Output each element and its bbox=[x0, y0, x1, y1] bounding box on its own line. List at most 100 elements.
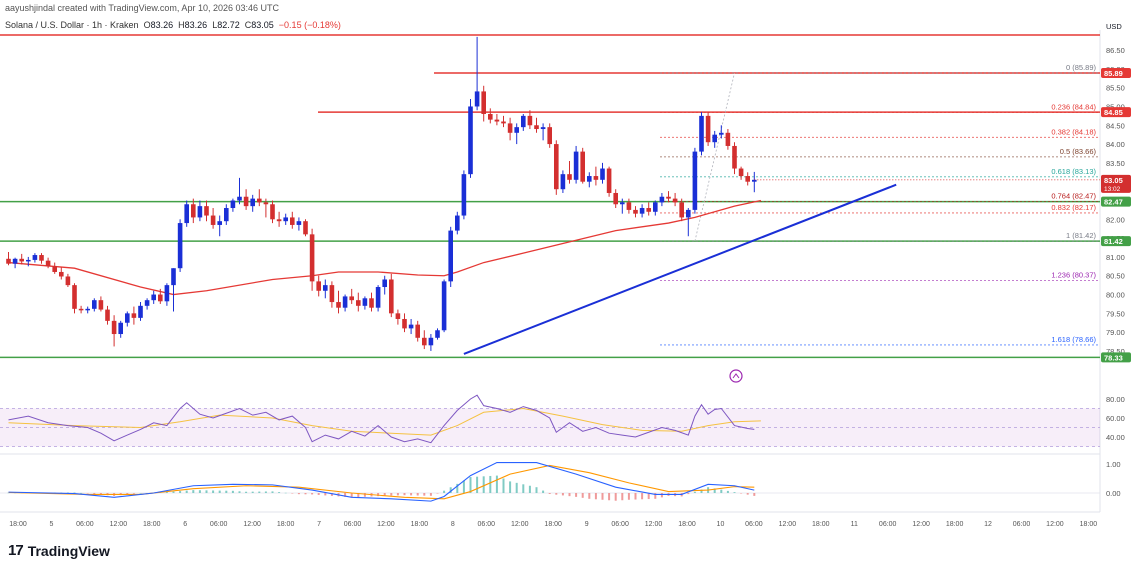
y-tick-label: 81.00 bbox=[1106, 253, 1125, 262]
macd-histogram-bar bbox=[225, 490, 228, 493]
candle-body bbox=[125, 313, 130, 323]
x-tick-label: 6 bbox=[183, 521, 187, 528]
macd-histogram-bar bbox=[627, 493, 630, 500]
macd-histogram-bar bbox=[588, 493, 591, 499]
macd-histogram-bar bbox=[284, 492, 287, 494]
candle-body bbox=[356, 300, 361, 306]
candle-body bbox=[151, 294, 156, 301]
fib-level-label: 0.382 (84.18) bbox=[1051, 127, 1096, 136]
candle-body bbox=[626, 202, 632, 210]
x-tick-label: 06:00 bbox=[1013, 521, 1031, 528]
candle-body bbox=[725, 132, 731, 146]
candle-body bbox=[514, 127, 519, 133]
current-price-label: 83.05 bbox=[1104, 176, 1123, 185]
x-tick-label: 06:00 bbox=[879, 521, 897, 528]
candle-body bbox=[85, 308, 90, 311]
fib-level-label: 1.236 (80.37) bbox=[1051, 271, 1096, 280]
fib-level-label: 0.618 (83.13) bbox=[1051, 167, 1096, 176]
candle-body bbox=[72, 285, 77, 309]
macd-histogram-bar bbox=[601, 493, 604, 500]
open-label: O bbox=[143, 20, 151, 30]
x-tick-label: 12:00 bbox=[110, 521, 128, 528]
macd-histogram-bar bbox=[614, 493, 617, 501]
x-tick-label: 12:00 bbox=[243, 521, 261, 528]
candle-body bbox=[554, 144, 559, 190]
candle-body bbox=[593, 176, 599, 180]
macd-histogram-bar bbox=[165, 492, 168, 493]
candle-body bbox=[705, 115, 711, 143]
candle-body bbox=[362, 298, 368, 306]
candle-body bbox=[164, 285, 170, 302]
candle-body bbox=[448, 230, 453, 282]
macd-histogram-bar bbox=[660, 493, 663, 498]
macd-histogram-bar bbox=[311, 493, 314, 495]
candle-body bbox=[26, 259, 31, 262]
macd-signal-line bbox=[8, 464, 755, 500]
macd-histogram-bar bbox=[740, 493, 743, 494]
tradingview-brand[interactable]: 17 TradingView bbox=[8, 542, 110, 559]
x-tick-label: 12:00 bbox=[1046, 521, 1064, 528]
candle-body bbox=[606, 168, 612, 193]
macd-histogram-bar bbox=[80, 492, 83, 494]
x-tick-label: 06:00 bbox=[611, 521, 629, 528]
symbol-legend: Solana / U.S. Dollar · 1h · Kraken O83.2… bbox=[5, 20, 341, 30]
candle-body bbox=[613, 192, 618, 205]
macd-histogram-bar bbox=[634, 493, 637, 500]
candle-body bbox=[296, 221, 302, 225]
fib-level-label: 1.618 (78.66) bbox=[1051, 335, 1096, 344]
macd-histogram-bar bbox=[139, 493, 142, 494]
x-tick-label: 06:00 bbox=[344, 521, 362, 528]
candle-body bbox=[474, 91, 480, 107]
candle-body bbox=[468, 106, 473, 175]
x-tick-label: 12:00 bbox=[645, 521, 663, 528]
macd-histogram-bar bbox=[476, 476, 479, 493]
candle-body bbox=[672, 198, 678, 203]
macd-histogram-bar bbox=[482, 476, 485, 493]
x-tick-label: 18:00 bbox=[1080, 521, 1098, 528]
candle-body bbox=[738, 168, 744, 177]
x-tick-label: 06:00 bbox=[478, 521, 496, 528]
macd-histogram-bar bbox=[436, 493, 439, 494]
x-tick-label: 5 bbox=[49, 521, 53, 528]
candle-body bbox=[435, 330, 440, 338]
candle-body bbox=[679, 202, 684, 218]
macd-histogram-bar bbox=[99, 493, 102, 495]
macd-histogram-bar bbox=[258, 491, 261, 493]
macd-histogram-bar bbox=[449, 487, 452, 493]
macd-histogram-bar bbox=[654, 493, 657, 499]
macd-histogram-bar bbox=[396, 493, 399, 496]
candle-body bbox=[422, 337, 427, 346]
high-value: 83.26 bbox=[184, 20, 208, 30]
y-tick-label: 84.00 bbox=[1106, 140, 1125, 149]
x-tick-label: 7 bbox=[317, 521, 321, 528]
macd-histogram-bar bbox=[423, 493, 426, 496]
candle-body bbox=[224, 208, 229, 222]
candle-body bbox=[19, 258, 24, 262]
x-tick-label: 18:00 bbox=[9, 521, 27, 528]
alert-icon bbox=[729, 369, 743, 383]
macd-histogram-bar bbox=[621, 493, 624, 501]
macd-histogram-bar bbox=[713, 488, 716, 493]
candle-body bbox=[408, 324, 414, 329]
y-tick-label: 82.00 bbox=[1106, 215, 1125, 224]
candle-body bbox=[560, 174, 566, 190]
level-price-label: 84.85 bbox=[1104, 108, 1123, 117]
x-tick-label: 9 bbox=[585, 521, 589, 528]
candle-body bbox=[633, 209, 638, 214]
bar-countdown-label: 13:02 bbox=[1104, 186, 1121, 193]
candle-body bbox=[257, 198, 262, 203]
candle-body bbox=[78, 308, 84, 311]
candle-body bbox=[692, 151, 698, 210]
x-tick-label: 18:00 bbox=[812, 521, 830, 528]
candle-body bbox=[316, 281, 321, 291]
candle-body bbox=[441, 281, 447, 331]
macd-histogram-bar bbox=[548, 493, 551, 494]
candle-body bbox=[600, 168, 605, 180]
macd-histogram-bar bbox=[608, 493, 611, 501]
macd-histogram-bar bbox=[687, 493, 690, 495]
macd-tick-label: 0.00 bbox=[1106, 489, 1121, 498]
macd-histogram-bar bbox=[251, 491, 254, 493]
candle-body bbox=[428, 337, 434, 346]
current-price-tag bbox=[1101, 174, 1131, 193]
